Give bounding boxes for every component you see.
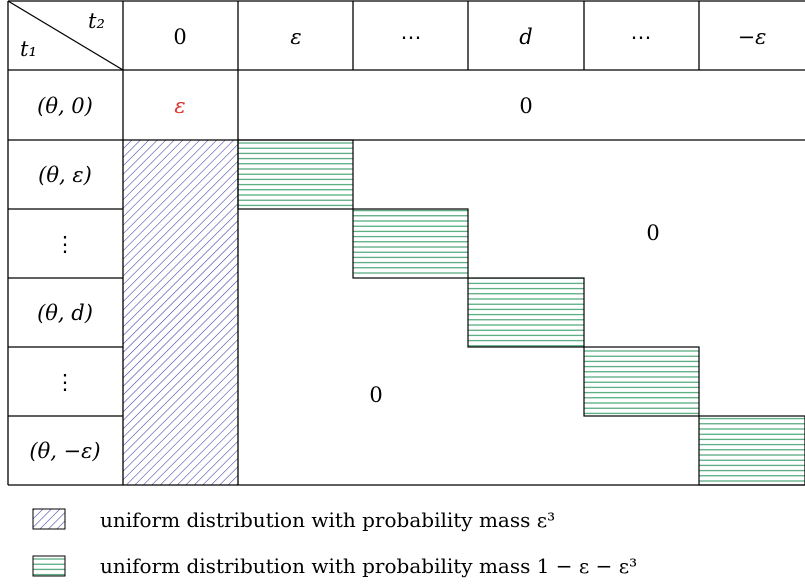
diagonal-hatch-column xyxy=(123,140,238,485)
upper-right-zero: 0 xyxy=(646,221,659,245)
corner-row-label: t₁ xyxy=(20,37,37,61)
horizontal-hatch-block-3 xyxy=(467,277,585,348)
row-label-0: (θ, 0) xyxy=(37,94,93,118)
row-label-2: ⋮ xyxy=(55,232,76,256)
col-header-5: −ε xyxy=(738,25,767,49)
corner-col-label: t₂ xyxy=(88,9,105,33)
row-label-1: (θ, ε) xyxy=(38,163,92,187)
legend-text-horizontal: uniform distribution with probability ma… xyxy=(100,554,637,578)
horizontal-hatch-block-5 xyxy=(698,415,805,486)
epsilon-cell: ε xyxy=(174,94,185,118)
legend: uniform distribution with probability ma… xyxy=(32,508,637,578)
col-header-4: ⋯ xyxy=(631,25,652,49)
row-label-5: (θ, −ε) xyxy=(29,439,100,463)
legend-swatch-horizontal xyxy=(32,555,66,577)
legend-swatch-diagonal xyxy=(32,508,66,530)
lower-left-zero: 0 xyxy=(369,383,382,407)
table-grid xyxy=(7,0,805,486)
col-header-2: ⋯ xyxy=(401,25,422,49)
col-header-0: 0 xyxy=(173,25,186,49)
horizontal-hatch-block-1 xyxy=(237,139,354,210)
col-header-1: ε xyxy=(290,25,301,49)
top-row-zero: 0 xyxy=(519,94,532,118)
horizontal-hatch-block-2 xyxy=(352,208,469,279)
legend-text-diagonal: uniform distribution with probability ma… xyxy=(100,508,555,532)
row-label-4: ⋮ xyxy=(55,370,76,394)
col-header-3: d xyxy=(519,25,532,49)
horizontal-hatch-block-4 xyxy=(583,346,700,417)
row-label-3: (θ, d) xyxy=(37,301,93,325)
